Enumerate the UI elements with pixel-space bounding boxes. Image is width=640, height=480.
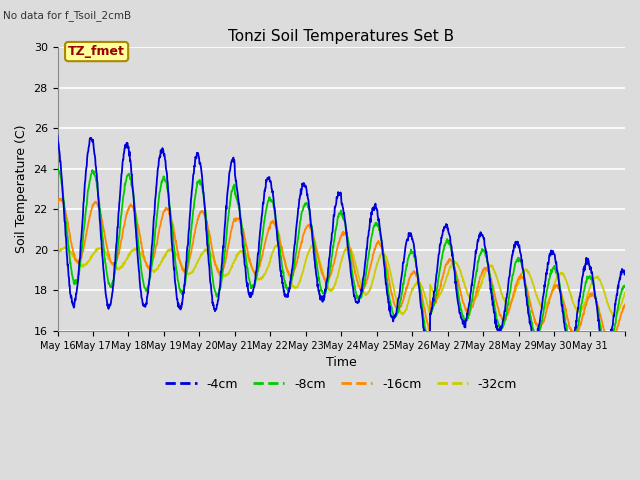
Title: Tonzi Soil Temperatures Set B: Tonzi Soil Temperatures Set B [228,29,454,44]
Text: No data for f_Tsoil_2cmB: No data for f_Tsoil_2cmB [3,10,131,21]
X-axis label: Time: Time [326,356,356,369]
Legend: -4cm, -8cm, -16cm, -32cm: -4cm, -8cm, -16cm, -32cm [161,372,522,396]
Y-axis label: Soil Temperature (C): Soil Temperature (C) [15,125,28,253]
Text: TZ_fmet: TZ_fmet [68,45,125,58]
